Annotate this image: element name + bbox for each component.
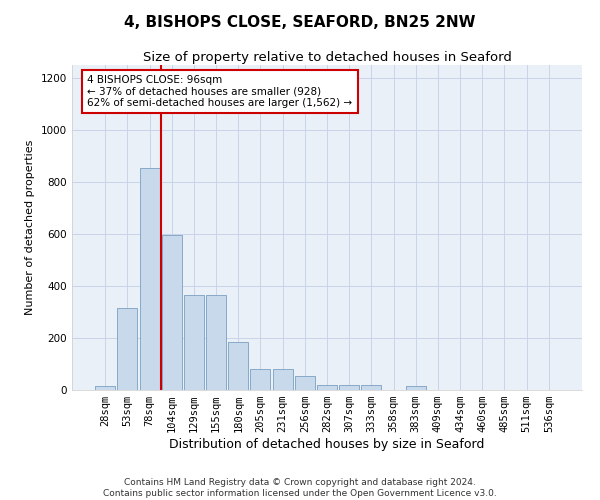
- Title: Size of property relative to detached houses in Seaford: Size of property relative to detached ho…: [143, 51, 511, 64]
- Bar: [361, 385, 382, 390]
- Text: 4, BISHOPS CLOSE, SEAFORD, BN25 2NW: 4, BISHOPS CLOSE, SEAFORD, BN25 2NW: [124, 15, 476, 30]
- Bar: [250, 369, 271, 390]
- Bar: [272, 369, 293, 390]
- Bar: [317, 385, 337, 390]
- X-axis label: Distribution of detached houses by size in Seaford: Distribution of detached houses by size …: [169, 438, 485, 451]
- Bar: [295, 376, 315, 390]
- Bar: [118, 308, 137, 390]
- Text: Contains HM Land Registry data © Crown copyright and database right 2024.
Contai: Contains HM Land Registry data © Crown c…: [103, 478, 497, 498]
- Bar: [206, 295, 226, 390]
- Bar: [162, 236, 182, 390]
- Bar: [95, 386, 115, 390]
- Y-axis label: Number of detached properties: Number of detached properties: [25, 140, 35, 315]
- Bar: [228, 342, 248, 390]
- Bar: [184, 295, 204, 390]
- Text: 4 BISHOPS CLOSE: 96sqm
← 37% of detached houses are smaller (928)
62% of semi-de: 4 BISHOPS CLOSE: 96sqm ← 37% of detached…: [88, 74, 352, 108]
- Bar: [406, 386, 426, 390]
- Bar: [339, 385, 359, 390]
- Bar: [140, 168, 160, 390]
